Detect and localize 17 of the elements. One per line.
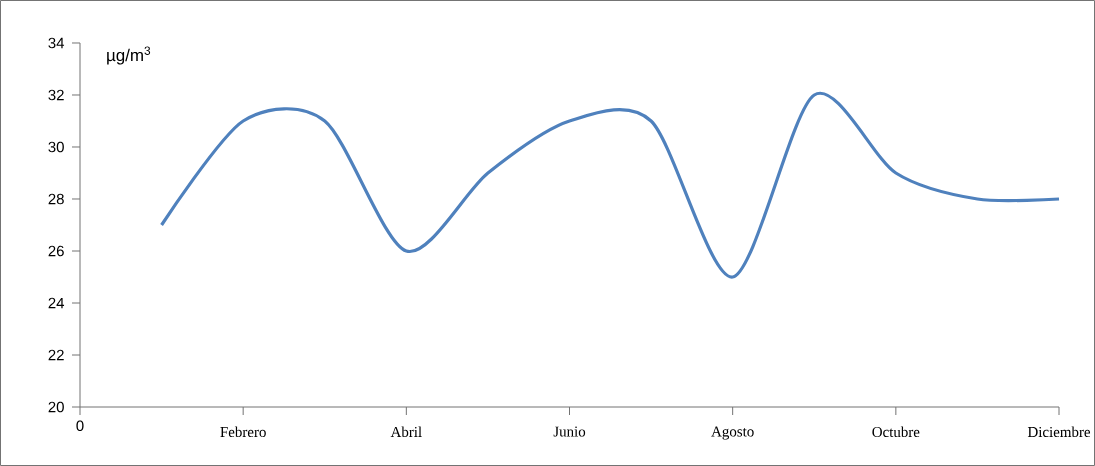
y-axis-title: µg/m$^{3}$ <box>107 46 151 65</box>
x-tick-label: Octubre <box>872 426 920 438</box>
y-tick-label: 32 <box>48 89 64 101</box>
y-tick-label: 30 <box>48 141 64 153</box>
y-tick-label: 34 <box>48 37 65 49</box>
text: 0 <box>76 420 84 432</box>
y-tick-label: 22 <box>48 349 64 361</box>
y-tick-label: 28 <box>48 193 64 205</box>
y-tick-label: 20 <box>48 401 64 413</box>
line-series <box>159 92 1061 279</box>
y-tick-label: 26 <box>48 245 64 257</box>
x-tick-label: Junio <box>553 426 586 437</box>
x-tick-label: Diciembre <box>1027 426 1091 438</box>
x-tick-label: Agosto <box>711 426 754 440</box>
y-tick-label: 24 <box>48 297 65 309</box>
x-tick-label: Abril <box>390 426 422 438</box>
x-tick-label: Febrero <box>220 426 266 438</box>
